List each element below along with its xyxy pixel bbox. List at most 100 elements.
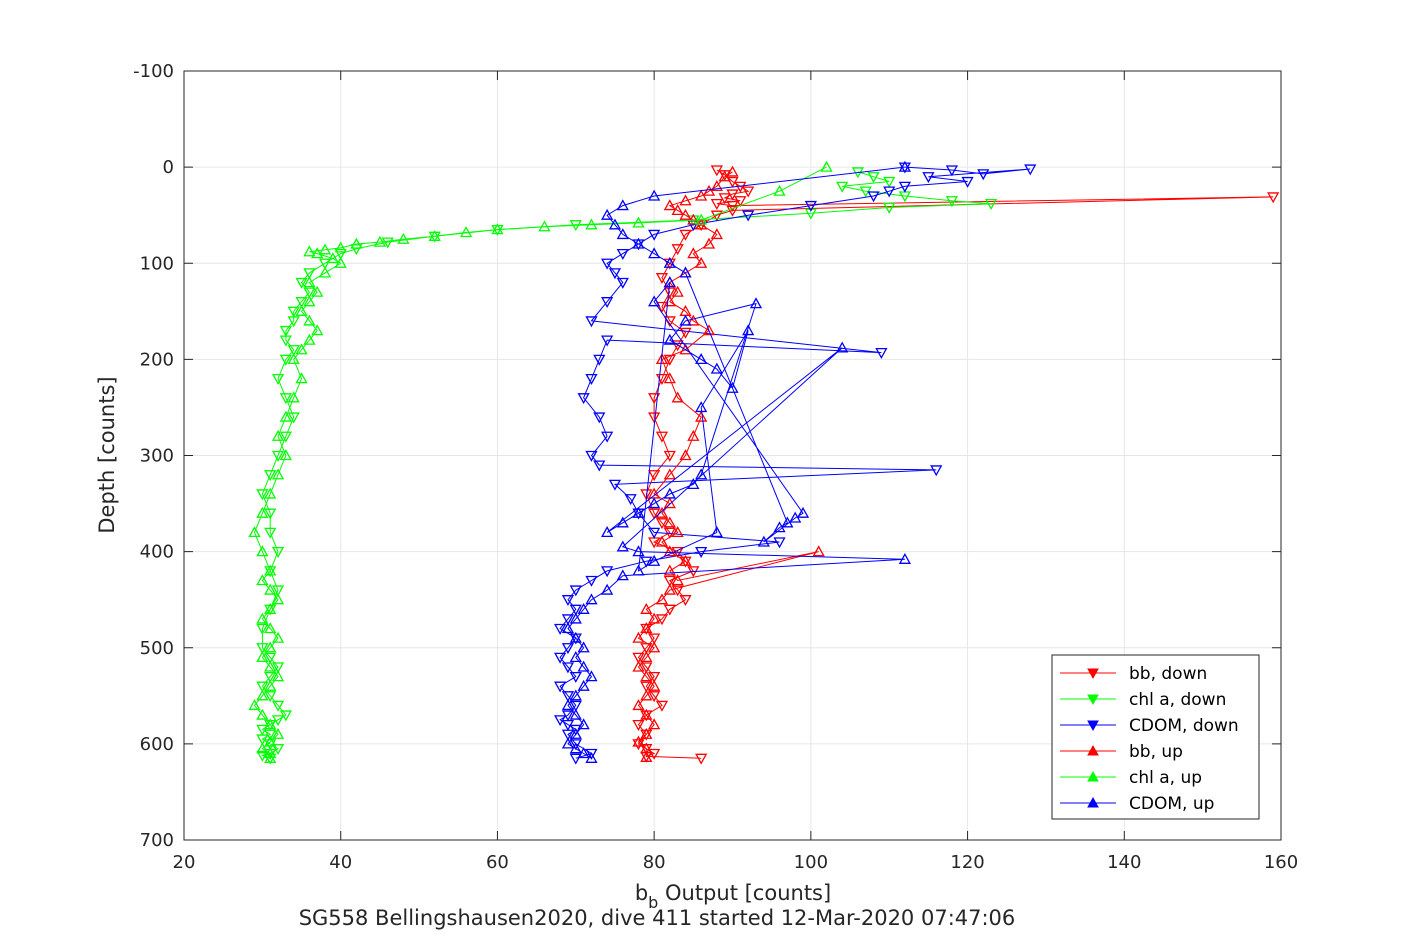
data-point [655,593,669,605]
data-point [279,393,292,405]
data-point [655,506,669,518]
data-point [679,595,692,607]
data-point [569,700,582,712]
data-point [679,314,692,326]
data-point [279,431,292,443]
axis-ticks: 20 40 60 80 100 120 140 160 -100 0 100 200 300 400 500… [133,61,1298,873]
data-point [710,362,723,374]
data-point [287,316,300,328]
data-point [271,670,285,682]
x-tick-label: 160 [1264,852,1298,873]
data-point [663,450,676,462]
data-point [632,699,645,711]
data-point [271,585,285,597]
data-point [256,545,269,557]
data-point [679,194,692,206]
data-point [271,662,285,674]
data-point [287,306,300,318]
data-point [640,742,653,754]
data-point [287,345,300,357]
data-point [569,727,582,739]
data-point [271,429,285,441]
legend-entry-cdom-down: CDOM, down [1060,716,1239,736]
data-point [264,660,277,672]
data-point [295,277,308,289]
data-point [271,593,285,605]
data-point [945,196,959,208]
x-tick-label: 20 [173,852,196,873]
data-point [648,508,661,520]
data-point [781,516,794,528]
data-point [663,583,676,595]
data-point [757,535,770,547]
legend-marker [1087,744,1099,756]
data-point [585,218,598,230]
data-point [569,585,582,597]
data-point [303,287,316,299]
data-point [256,681,269,693]
data-point [491,223,504,235]
data-point [679,554,692,566]
y-tick-label: 200 [140,349,174,370]
data-point [569,631,582,643]
data-point [561,643,575,655]
data-point [663,372,676,384]
data-point [640,750,653,762]
data-point [616,569,629,581]
data-point [256,651,269,663]
data-point [256,612,269,624]
data-point [303,276,316,288]
data-point [648,412,661,424]
x-tick-label: 60 [486,852,509,873]
data-point [648,554,661,566]
data-point [350,237,363,249]
chart-caption: SG558 Bellingshausen2020, dive 411 start… [299,906,1016,930]
data-point [655,614,669,626]
data-point [264,671,277,683]
data-point [773,184,786,196]
data-point [577,393,590,405]
y-tick-label: 400 [140,542,174,563]
data-point [671,546,684,558]
data-point [279,335,292,347]
data-point [695,468,708,480]
data-series-layer [248,160,1280,765]
legend-label: chl a, up [1129,768,1202,788]
data-point [601,335,614,347]
y-tick-label: 300 [140,446,174,467]
data-point [616,228,629,240]
y-tick-label: -100 [133,61,174,82]
data-point [569,753,582,765]
data-point [702,324,716,336]
data-point [632,506,645,518]
data-point [632,735,645,747]
data-point [663,468,676,480]
data-point [648,470,661,482]
data-point [350,244,363,256]
x-tick-label: 40 [329,852,352,873]
data-point [264,583,277,595]
data-point [608,479,622,491]
data-point [710,180,723,191]
data-point [632,660,645,672]
data-point [695,256,708,268]
data-point [640,689,653,701]
series-cdom-up [561,160,911,763]
data-point [655,353,669,365]
data-point [632,720,645,731]
data-point [710,199,723,210]
data-point [742,210,755,222]
data-point [648,527,661,539]
data-point [295,297,308,309]
data-point [984,199,998,210]
data-point [695,213,708,225]
data-point [663,199,676,211]
data-point [836,341,849,353]
data-point [608,218,622,230]
x-axis-label: bb Output [counts] [635,881,831,912]
legend-label: CDOM, down [1129,716,1239,736]
x-tick-label: 140 [1107,852,1141,873]
data-point [264,652,277,664]
data-point [663,545,676,557]
data-point [695,410,708,422]
